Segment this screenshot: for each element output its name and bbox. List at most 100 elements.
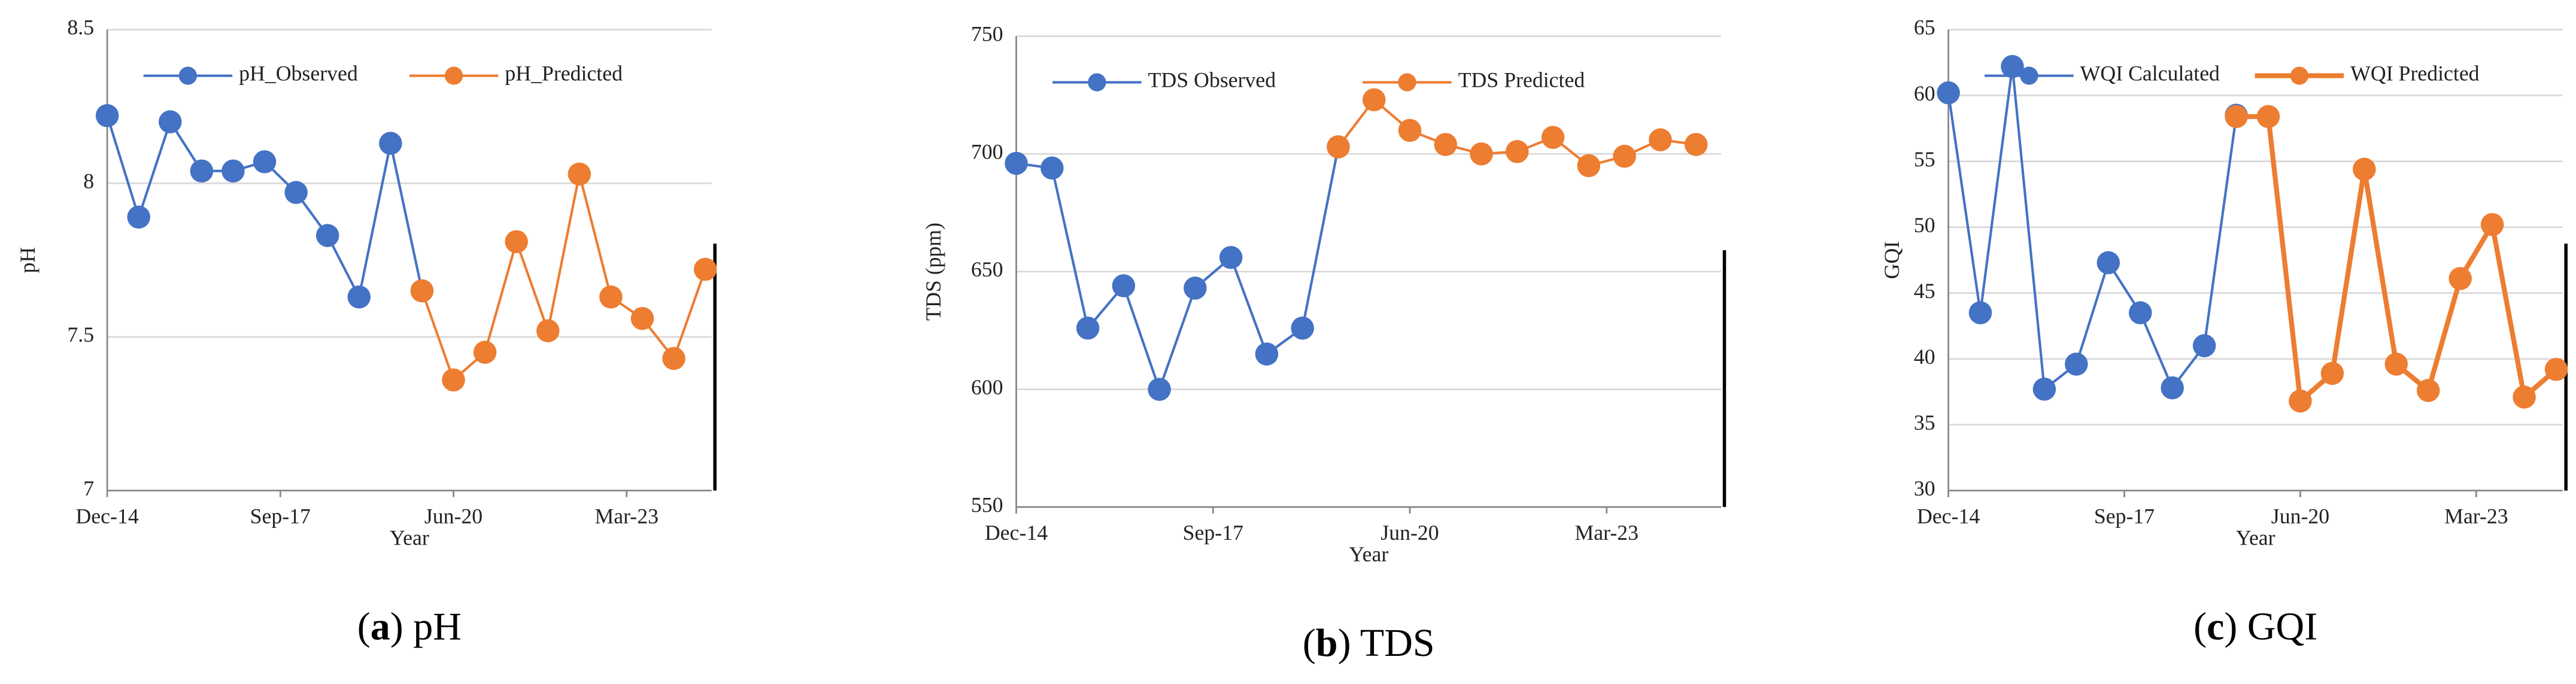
x-tick-label: Sep-17 bbox=[250, 504, 311, 528]
data-point bbox=[1219, 246, 1243, 269]
caption-part: ) GQI bbox=[2224, 605, 2317, 649]
legend-label: TDS Observed bbox=[1148, 68, 1276, 92]
x-tick-label: Jun-20 bbox=[1380, 521, 1439, 545]
data-point bbox=[2065, 352, 2088, 376]
data-point bbox=[1398, 118, 1422, 142]
data-point bbox=[630, 306, 654, 330]
data-point bbox=[2129, 301, 2152, 324]
data-point bbox=[1937, 81, 1960, 105]
legend-marker bbox=[2020, 66, 2038, 85]
data-point bbox=[693, 257, 717, 281]
data-point bbox=[662, 346, 685, 370]
data-point bbox=[2353, 157, 2376, 181]
data-point bbox=[379, 132, 402, 155]
data-point bbox=[1291, 317, 1314, 340]
x-tick-label: Mar-23 bbox=[594, 504, 658, 528]
data-point bbox=[473, 341, 497, 364]
data-point bbox=[2448, 267, 2472, 290]
data-point bbox=[1506, 140, 1529, 163]
data-point bbox=[2416, 379, 2440, 402]
data-point bbox=[505, 230, 528, 254]
y-tick-label: 55 bbox=[1914, 147, 1935, 171]
data-point bbox=[2256, 105, 2280, 129]
x-axis-title: Year bbox=[1349, 542, 1388, 566]
caption-part: b bbox=[1316, 621, 1338, 665]
data-point bbox=[1649, 128, 1672, 151]
data-point bbox=[1363, 88, 1386, 111]
legend-marker bbox=[1088, 73, 1106, 92]
data-point bbox=[127, 205, 150, 229]
data-point bbox=[410, 279, 434, 303]
data-point bbox=[284, 181, 308, 204]
data-point bbox=[1613, 144, 1636, 168]
x-tick-label: Mar-23 bbox=[2444, 504, 2508, 528]
caption-part: ( bbox=[2193, 605, 2207, 649]
data-point bbox=[2096, 251, 2120, 275]
data-point bbox=[2544, 358, 2568, 381]
x-tick-label: Dec-14 bbox=[75, 504, 138, 528]
data-point bbox=[190, 159, 214, 183]
data-point bbox=[599, 285, 623, 309]
y-tick-label: 60 bbox=[1914, 81, 1935, 105]
y-tick-label: 30 bbox=[1914, 476, 1935, 500]
data-point bbox=[2001, 54, 2024, 78]
y-axis-title: TDS (ppm) bbox=[921, 223, 945, 321]
caption-part: ) pH bbox=[390, 605, 462, 649]
data-point bbox=[1968, 301, 1992, 324]
data-point bbox=[1541, 126, 1565, 149]
data-point bbox=[1112, 274, 1136, 297]
y-tick-label: 750 bbox=[971, 22, 1003, 46]
data-point bbox=[1148, 378, 1171, 401]
x-tick-label: Mar-23 bbox=[1574, 521, 1638, 545]
caption: (b) TDS bbox=[1303, 621, 1435, 665]
data-point bbox=[2289, 389, 2312, 413]
data-point bbox=[1684, 133, 1708, 156]
y-tick-label: 7 bbox=[83, 476, 94, 500]
y-tick-label: 550 bbox=[971, 493, 1003, 516]
caption-part: ( bbox=[357, 605, 371, 649]
data-point bbox=[95, 104, 119, 127]
caption-part: ( bbox=[1303, 621, 1316, 665]
legend-marker bbox=[1398, 73, 1416, 92]
data-point bbox=[2513, 385, 2536, 409]
data-point bbox=[568, 162, 591, 186]
data-point bbox=[1255, 342, 1279, 366]
y-tick-label: 650 bbox=[971, 257, 1003, 281]
data-point bbox=[1184, 276, 1207, 300]
caption: (a) pH bbox=[357, 605, 462, 649]
y-tick-label: 65 bbox=[1914, 16, 1935, 39]
y-tick-label: 40 bbox=[1914, 345, 1935, 369]
x-axis-title: Year bbox=[2236, 525, 2275, 549]
x-axis-title: Year bbox=[390, 525, 429, 549]
legend-marker bbox=[2290, 66, 2309, 85]
legend-marker bbox=[444, 66, 463, 85]
y-tick-label: 35 bbox=[1914, 411, 1935, 434]
legend-label: pH_Predicted bbox=[505, 62, 623, 86]
data-point bbox=[1076, 317, 1100, 340]
y-tick-label: 50 bbox=[1914, 213, 1935, 237]
data-point bbox=[1327, 135, 1350, 159]
legend-label: WQI Predicted bbox=[2350, 62, 2480, 86]
x-tick-label: Dec-14 bbox=[1917, 504, 1980, 528]
data-point bbox=[536, 319, 560, 343]
data-point bbox=[442, 368, 465, 392]
data-point bbox=[2480, 212, 2504, 236]
caption-part: a bbox=[371, 605, 390, 649]
data-point bbox=[315, 224, 339, 247]
data-point bbox=[1040, 156, 1064, 180]
data-point bbox=[2032, 378, 2056, 401]
data-point bbox=[222, 159, 245, 183]
data-point bbox=[1434, 133, 1458, 156]
x-tick-label: Jun-20 bbox=[424, 504, 483, 528]
y-tick-label: 700 bbox=[971, 139, 1003, 163]
caption-part: ) TDS bbox=[1338, 621, 1435, 665]
caption: (c) GQI bbox=[2193, 605, 2317, 649]
series-line bbox=[420, 174, 707, 382]
data-point bbox=[1005, 151, 1028, 175]
data-point bbox=[159, 110, 182, 133]
data-point bbox=[2225, 105, 2248, 129]
y-tick-label: 8.5 bbox=[67, 16, 94, 39]
y-tick-label: 45 bbox=[1914, 279, 1935, 303]
